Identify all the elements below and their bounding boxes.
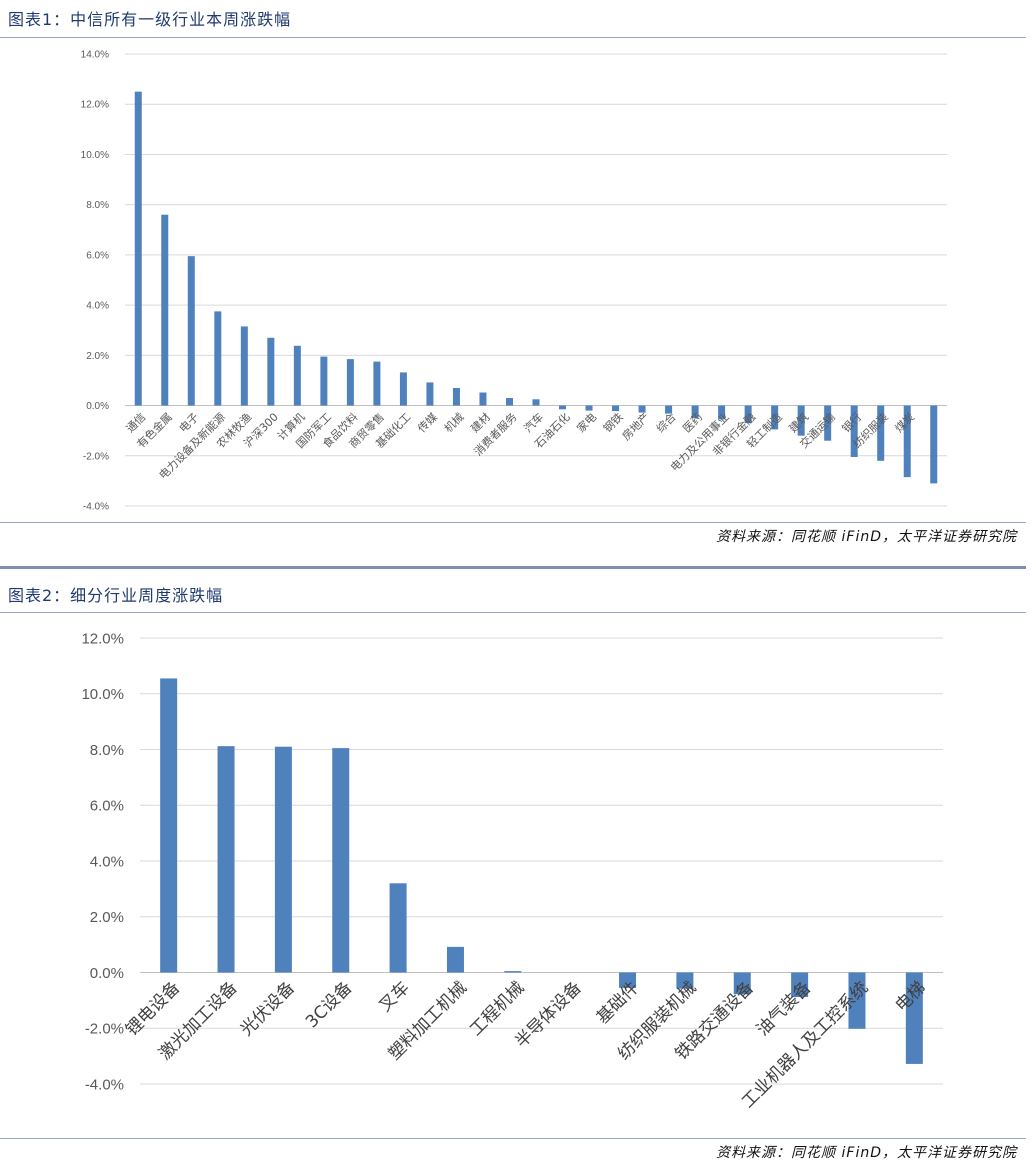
chart0-bar (691, 405, 699, 419)
chart0-bar (638, 405, 646, 413)
chart0-bar (903, 405, 911, 478)
chart1-category-label: 电梯 (892, 978, 930, 1016)
chart0-y-tick-label: -2.0% (83, 451, 109, 462)
chart0-bar (797, 405, 805, 436)
chart1-bar (389, 883, 407, 973)
chart0-bar (532, 399, 540, 406)
chart1-category-label: 光伏设备 (237, 978, 299, 1040)
chart0-bar (744, 405, 752, 424)
chart0-bar (771, 405, 779, 430)
chart1-bar (446, 946, 464, 973)
chart0-bar (214, 311, 222, 406)
chart0-category-label: 机械 (441, 410, 466, 435)
chart1-y-tick-label: -4.0% (85, 1076, 124, 1093)
chart1-bar (274, 746, 292, 973)
chart0-bar (267, 337, 275, 406)
chart1-y-tick-label: 0.0% (90, 965, 124, 982)
chart1-category-label: 3C设备 (302, 978, 356, 1032)
chart0-y-tick-label: 0.0% (86, 401, 109, 412)
chart1-category-label: 基础件 (593, 978, 643, 1028)
chart1-bar (332, 748, 350, 973)
chart0-category-label: 家电 (574, 410, 599, 435)
chart0-bar (850, 405, 858, 458)
chart0-bar (399, 372, 407, 406)
chart0-bar (718, 405, 726, 420)
chart0-bar (240, 326, 248, 406)
chart0-y-tick-label: 14.0% (81, 50, 109, 61)
chart0-bar (187, 256, 195, 406)
chart1-bar (848, 972, 866, 1029)
chart0-bar (134, 91, 142, 406)
chart0-bar (505, 398, 513, 406)
chart1-bar (733, 972, 751, 995)
figure2-source: 资料来源：同花顺 iFinD，太平洋证券研究院 (716, 1145, 1017, 1161)
chart0-bar (585, 405, 593, 411)
chart0-y-tick-label: 4.0% (86, 301, 109, 312)
figure1-top-rule (0, 37, 1026, 38)
figure2-top-rule (0, 612, 1026, 613)
chart0-bar (559, 405, 567, 410)
figure1-source: 资料来源：同花顺 iFinD，太平洋证券研究院 (716, 529, 1017, 545)
figure1-title: 图表1：中信所有一级行业本周涨跌幅 (8, 10, 292, 29)
chart1-bar (791, 972, 809, 998)
chart0-bar (612, 405, 620, 412)
chart1-y-tick-label: 2.0% (90, 909, 124, 926)
chart1-bar (160, 678, 178, 973)
chart1-bar (217, 746, 235, 973)
figure2-bottom-rule (0, 1138, 1026, 1139)
chart0-category-label: 传媒 (415, 410, 440, 435)
chart1-bar (619, 972, 637, 988)
chart1-y-tick-label: -2.0% (85, 1021, 124, 1038)
chart1-svg: -4.0% -2.0% 0.0% 2.0% 4.0% 6.0% 8.0% 10.0% 12.0%… (81, 50, 947, 513)
chart0-bar (665, 405, 673, 414)
figure2-title: 图表2：细分行业周度涨跌幅 (8, 586, 224, 605)
chart0-category-label: 综合 (653, 410, 678, 435)
chart0-y-tick-label: 8.0% (86, 200, 109, 211)
chart1-category-label: 叉车 (375, 978, 413, 1016)
chart0-bar (426, 382, 434, 406)
chart0-bar (373, 361, 381, 406)
chart0-y-tick-label: 10.0% (81, 150, 109, 161)
chart0-bar (320, 356, 328, 406)
chart0-bar (877, 405, 885, 461)
chart0-category-label: 房地产 (619, 410, 652, 443)
chart1-y-tick-label: 10.0% (81, 686, 124, 703)
chart1-bar (504, 971, 522, 973)
chart1-y-tick-label: 6.0% (90, 798, 124, 815)
chart0-y-tick-label: -4.0% (83, 502, 109, 513)
chart0-bar (293, 345, 301, 406)
chart1-bar (905, 972, 923, 1064)
chart0-bar (161, 214, 169, 406)
chart1-y-tick-label: 4.0% (90, 853, 124, 870)
chart1-y-tick-label: 8.0% (90, 742, 124, 759)
chart0-bar (824, 405, 832, 441)
chart0-bar (479, 392, 487, 406)
chart0-y-tick-label: 12.0% (81, 100, 109, 111)
chart0-bar (930, 405, 938, 484)
chart0-y-tick-label: 6.0% (86, 250, 109, 261)
chart0-category-label: 煤炭 (893, 410, 918, 435)
chart0-bar (346, 359, 354, 406)
section-divider (0, 566, 1026, 569)
chart0-bar (452, 387, 460, 406)
chart0-y-tick-label: 2.0% (86, 351, 109, 362)
figure1-bottom-rule (0, 522, 1026, 523)
chart2-svg: -4.0% -2.0% 0.0% 2.0% 4.0% 6.0% 8.0% 10.0% 12.0%… (81, 630, 943, 1112)
chart1-y-tick-label: 12.0% (81, 630, 124, 647)
chart1-bar (676, 972, 694, 989)
